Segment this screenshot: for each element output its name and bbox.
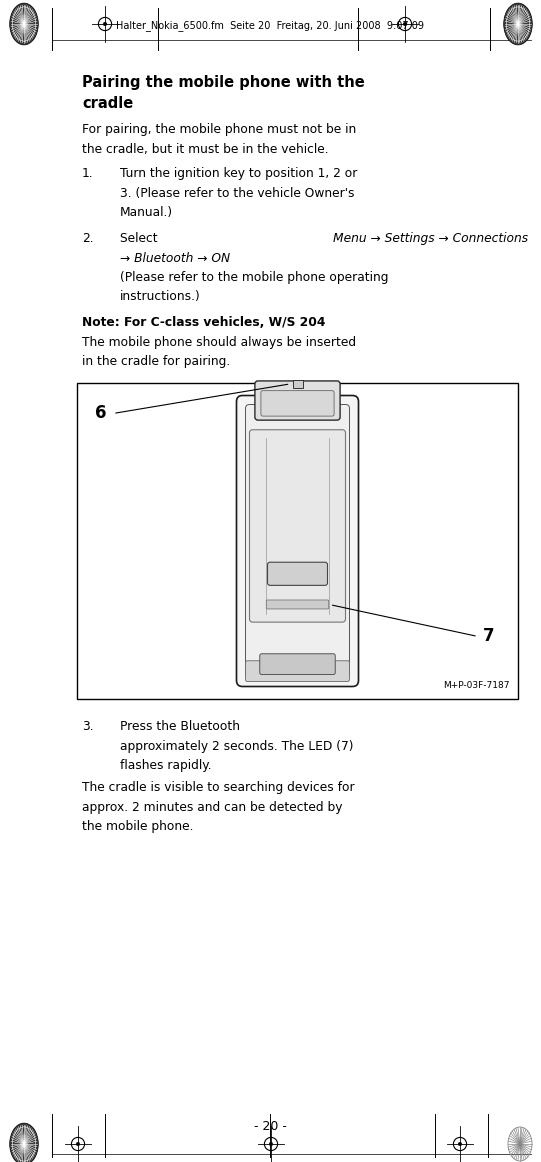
Text: The mobile phone should always be inserted: The mobile phone should always be insert… <box>82 336 356 349</box>
FancyBboxPatch shape <box>267 562 327 586</box>
Bar <box>293 380 302 388</box>
Text: approx. 2 minutes and can be detected by: approx. 2 minutes and can be detected by <box>82 801 342 813</box>
Bar <box>77 383 518 698</box>
Text: 2.: 2. <box>82 232 94 245</box>
FancyBboxPatch shape <box>255 381 340 421</box>
Text: The cradle is visible to searching devices for: The cradle is visible to searching devic… <box>82 781 354 794</box>
Text: in the cradle for pairing.: in the cradle for pairing. <box>82 356 230 368</box>
Text: 3.: 3. <box>82 720 94 733</box>
Text: the cradle, but it must be in the vehicle.: the cradle, but it must be in the vehicl… <box>82 143 328 156</box>
Text: 1.: 1. <box>82 167 94 180</box>
Text: 7: 7 <box>483 627 494 646</box>
Text: instructions.): instructions.) <box>120 290 201 303</box>
Circle shape <box>269 1142 273 1146</box>
Text: (Please refer to the mobile phone operating: (Please refer to the mobile phone operat… <box>120 271 388 284</box>
FancyBboxPatch shape <box>266 600 329 609</box>
Text: Manual.): Manual.) <box>120 206 173 218</box>
Text: Halter_Nokia_6500.fm  Seite 20  Freitag, 20. Juni 2008  9:07 09: Halter_Nokia_6500.fm Seite 20 Freitag, 2… <box>116 21 425 31</box>
Text: For pairing, the mobile phone must not be in: For pairing, the mobile phone must not b… <box>82 123 357 136</box>
FancyBboxPatch shape <box>236 395 359 687</box>
FancyBboxPatch shape <box>249 430 346 622</box>
Text: Note: For C-class vehicles, W/S 204: Note: For C-class vehicles, W/S 204 <box>82 316 325 330</box>
Text: Menu → Settings → Connections: Menu → Settings → Connections <box>333 232 528 245</box>
Text: M+P-03F-7187: M+P-03F-7187 <box>444 681 510 690</box>
Circle shape <box>403 22 407 26</box>
Ellipse shape <box>10 1124 38 1162</box>
FancyBboxPatch shape <box>260 654 335 674</box>
Text: - 20 -: - 20 - <box>254 1120 287 1133</box>
Text: cradle: cradle <box>82 96 133 112</box>
Text: flashes rapidly.: flashes rapidly. <box>120 760 212 773</box>
Circle shape <box>103 22 107 26</box>
Circle shape <box>458 1142 462 1146</box>
FancyBboxPatch shape <box>246 404 349 677</box>
Text: approximately 2 seconds. The LED (7): approximately 2 seconds. The LED (7) <box>120 740 353 753</box>
Circle shape <box>76 1142 80 1146</box>
FancyBboxPatch shape <box>246 661 349 681</box>
Ellipse shape <box>504 3 532 45</box>
Text: 6: 6 <box>95 404 107 423</box>
Text: Select: Select <box>120 232 162 245</box>
Ellipse shape <box>10 3 38 45</box>
Text: Press the Bluetooth: Press the Bluetooth <box>120 720 240 733</box>
Text: 3. (Please refer to the vehicle Owner's: 3. (Please refer to the vehicle Owner's <box>120 186 354 200</box>
Text: → Bluetooth → ON: → Bluetooth → ON <box>120 251 230 265</box>
Text: the mobile phone.: the mobile phone. <box>82 820 194 833</box>
FancyBboxPatch shape <box>261 390 334 416</box>
Text: Turn the ignition key to position 1, 2 or: Turn the ignition key to position 1, 2 o… <box>120 167 358 180</box>
Text: Pairing the mobile phone with the: Pairing the mobile phone with the <box>82 76 365 89</box>
